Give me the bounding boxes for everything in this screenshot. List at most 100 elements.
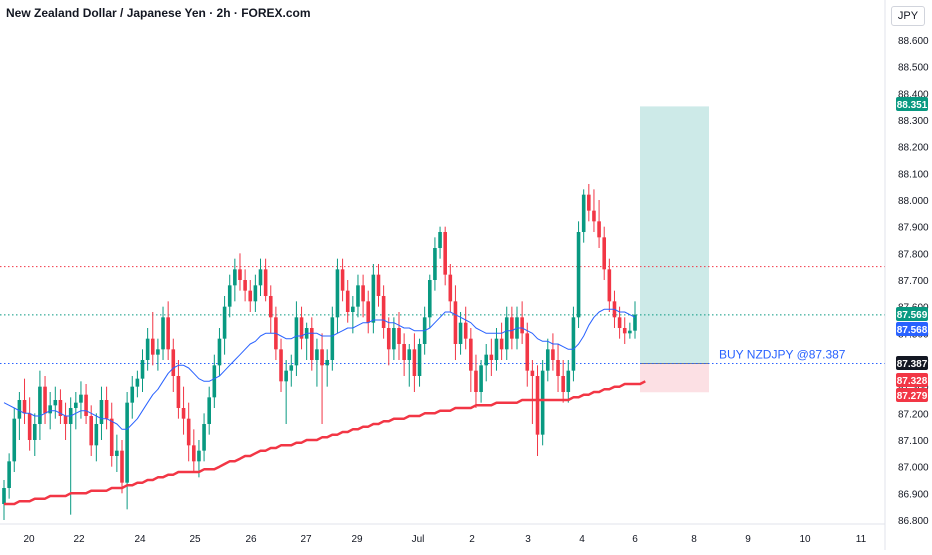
candle-body	[566, 370, 571, 392]
candle-body	[12, 418, 17, 462]
time-tick-label: Jul	[412, 534, 425, 545]
candle-body	[130, 386, 135, 403]
candle-body	[284, 370, 288, 382]
time-tick-label: 6	[632, 534, 638, 545]
candle-body	[571, 317, 576, 371]
candle-body	[474, 370, 478, 392]
candle-body	[576, 232, 581, 318]
candle-body	[104, 400, 109, 419]
candle-body	[453, 301, 458, 344]
price-tick-label: 88.400	[898, 89, 929, 100]
time-tick-label: 26	[245, 534, 257, 545]
candle-body	[310, 328, 314, 360]
candle-body	[294, 317, 299, 366]
candle-body	[125, 402, 129, 483]
moving-averages	[3, 308, 646, 506]
candle-body	[299, 317, 304, 339]
position-zones	[640, 106, 709, 393]
price-label-box	[896, 307, 928, 321]
candle-body	[330, 317, 335, 360]
price-label-box	[896, 388, 928, 402]
candle-body	[135, 378, 140, 387]
candle-body	[79, 394, 83, 403]
price-tick-label: 88.600	[898, 36, 929, 47]
time-tick-label: 9	[745, 534, 751, 545]
candle-body	[499, 338, 504, 350]
candle-body	[520, 317, 524, 334]
candle-body	[427, 280, 432, 318]
candle-body	[556, 360, 560, 376]
price-tick-label: 88.500	[898, 63, 929, 74]
time-tick-label: 24	[134, 534, 146, 545]
price-label-box	[896, 322, 928, 336]
candle-body	[356, 285, 360, 307]
candle-body	[581, 194, 586, 232]
candle-body	[622, 328, 627, 334]
time-axis[interactable]: 20 22 24 25 26 27 29 Jul 2 3 4 6 8 9 10 11	[23, 534, 866, 545]
price-label-text: 87.279	[897, 391, 928, 402]
price-tick-label: 86.800	[898, 516, 929, 527]
candle-body	[479, 365, 483, 392]
candle-body	[412, 349, 417, 376]
candle-body	[27, 413, 32, 440]
candle-body	[561, 376, 565, 392]
candle-body	[525, 333, 530, 371]
reference-lines	[0, 266, 885, 364]
candle-body	[186, 418, 191, 446]
candle-body	[140, 360, 145, 379]
price-tick-label: 87.100	[898, 436, 929, 447]
candle-body	[166, 317, 170, 350]
candle-body	[279, 349, 283, 382]
candle-body	[217, 338, 222, 366]
time-tick-label: 4	[579, 534, 585, 545]
candle-body	[115, 450, 119, 456]
candle-body	[207, 397, 211, 424]
candle-body	[489, 354, 494, 360]
candle-body	[63, 416, 68, 424]
candle-body	[263, 269, 268, 296]
candle-body	[84, 394, 88, 416]
candle-body	[381, 296, 386, 328]
price-tick-label: 88.100	[898, 169, 929, 180]
price-label-box	[896, 97, 928, 111]
candle-body	[540, 370, 545, 435]
candle-body	[2, 488, 6, 504]
candle-body	[417, 344, 422, 376]
time-tick-label: 29	[351, 534, 363, 545]
candle-body	[7, 461, 11, 488]
candle-body	[320, 349, 324, 366]
candle-body	[366, 301, 371, 323]
candle-body	[145, 338, 150, 360]
candle-body	[469, 338, 473, 371]
slow-moving-average-line	[4, 380, 646, 506]
price-label-text: 87.387	[897, 359, 928, 370]
candle-body	[458, 322, 463, 344]
candle-body	[335, 269, 340, 318]
price-label-box	[896, 373, 928, 387]
candle-body	[89, 416, 94, 446]
price-tick-label: 87.900	[898, 223, 929, 234]
candle-body	[22, 400, 27, 414]
candle-body	[53, 400, 58, 406]
candle-body	[109, 418, 114, 456]
time-tick-label: 8	[691, 534, 697, 545]
candle-body	[602, 237, 607, 270]
price-tick-label: 86.900	[898, 489, 929, 500]
candle-body	[340, 269, 345, 291]
candle-body	[227, 285, 232, 307]
candle-body	[156, 349, 160, 355]
candle-body	[176, 376, 181, 408]
currency-badge[interactable]: JPY	[891, 6, 925, 26]
candle-body	[510, 317, 514, 339]
candle-body	[345, 290, 350, 312]
candle-body	[43, 386, 47, 414]
candle-body	[407, 349, 412, 360]
candle-body	[392, 328, 396, 350]
time-tick-label: 3	[525, 534, 531, 545]
candle-body	[351, 306, 355, 312]
price-tick-label: 87.800	[898, 249, 929, 260]
price-tick-label: 88.000	[898, 196, 929, 207]
candle-body	[171, 349, 176, 376]
